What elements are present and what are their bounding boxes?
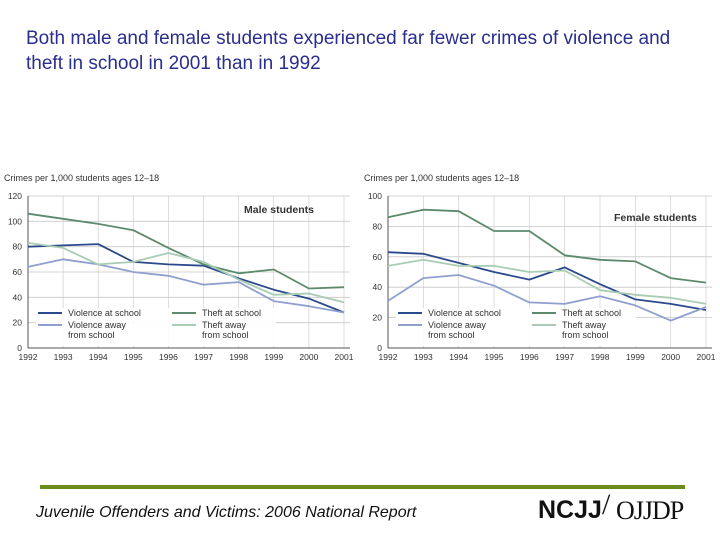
slide-title: Both male and female students experience… — [26, 28, 671, 74]
legend-label: Theft at school — [562, 308, 621, 318]
y-tick-label: 120 — [8, 191, 22, 201]
series-line-theft-at-school — [387, 208, 707, 284]
x-tick-label: 1996 — [159, 352, 178, 362]
legend-box — [396, 308, 636, 346]
chart-female-svg: Crimes per 1,000 students ages 12–18 0 20 4… — [364, 173, 716, 362]
ncjj-ojjdp-logo: NCJJ / OJJDP — [538, 490, 685, 524]
x-tick-label: 2001 — [697, 352, 716, 362]
y-tick-label: 100 — [368, 191, 382, 201]
y-tick-label: 20 — [373, 313, 383, 323]
logo-slash: / — [602, 490, 611, 521]
series-line-theft-away — [27, 242, 345, 304]
legend-label: Violence at school — [68, 308, 141, 318]
y-tick-label: 40 — [373, 282, 383, 292]
panel-title: Female students — [614, 212, 697, 224]
x-tick-label: 1995 — [485, 352, 504, 362]
y-tick-label: 40 — [13, 292, 23, 302]
y-tick-label: 80 — [13, 242, 23, 252]
legend-label: Theft at school — [202, 308, 261, 318]
panel-title: Male students — [244, 204, 314, 216]
x-tick-label: 1999 — [626, 352, 645, 362]
series-line-violence-away — [27, 258, 345, 314]
x-tick-label: 1996 — [520, 352, 539, 362]
x-tick-label: 1993 — [414, 352, 433, 362]
x-tick-label: 1992 — [19, 352, 38, 362]
x-tick-label: 1992 — [379, 352, 398, 362]
y-axis-label: Crimes per 1,000 students ages 12–18 — [4, 173, 159, 183]
x-tick-label: 1995 — [124, 352, 143, 362]
x-tick-label: 1993 — [54, 352, 73, 362]
legend-label: Violence away — [68, 320, 126, 330]
legend-label: Theft away — [562, 320, 607, 330]
footer-divider — [40, 485, 685, 489]
x-tick-label: 2000 — [661, 352, 680, 362]
x-tick-label: 1998 — [591, 352, 610, 362]
logo-ncjj: NCJJ — [538, 496, 602, 524]
y-tick-label: 60 — [13, 267, 23, 277]
x-tick-label: 2000 — [299, 352, 318, 362]
y-tick-label: 0 — [17, 343, 22, 353]
series-line-theft-away — [387, 258, 707, 305]
legend-label: Theft away — [202, 320, 247, 330]
x-tick-label: 1997 — [555, 352, 574, 362]
y-tick-label: 80 — [373, 221, 383, 231]
legend-label: from school — [68, 330, 115, 340]
series-line-theft-at-school — [27, 212, 345, 290]
x-tick-label: 1994 — [449, 352, 468, 362]
x-tick-label: 1998 — [229, 352, 248, 362]
chart-male-students: Crimes per 1,000 students ages 12–18 0 20 4… — [2, 168, 358, 368]
y-tick-label: 20 — [13, 318, 23, 328]
x-tick-label: 1997 — [194, 352, 213, 362]
legend-label: from school — [202, 330, 249, 340]
logo-ojjdp: OJJDP — [616, 496, 684, 524]
legend-label: Violence at school — [428, 308, 501, 318]
legend-label: from school — [428, 330, 475, 340]
series-line-violence-away — [387, 274, 707, 322]
y-tick-label: 100 — [8, 216, 22, 226]
chart-female-students: Crimes per 1,000 students ages 12–18 0 20 4… — [362, 168, 718, 368]
y-axis-label: Crimes per 1,000 students ages 12–18 — [364, 173, 519, 183]
x-tick-label: 1994 — [89, 352, 108, 362]
footer-report-title: Juvenile Offenders and Victims: 2006 Nat… — [36, 504, 417, 521]
series-line-violence-at-school — [387, 251, 707, 311]
y-tick-label: 0 — [377, 343, 382, 353]
legend-box — [36, 308, 276, 346]
x-tick-label: 2001 — [335, 352, 354, 362]
chart-male-svg: Crimes per 1,000 students ages 12–18 0 20 4… — [4, 173, 354, 362]
y-tick-label: 60 — [373, 252, 383, 262]
x-tick-label: 1999 — [264, 352, 283, 362]
legend-label: from school — [562, 330, 609, 340]
legend-label: Violence away — [428, 320, 486, 330]
